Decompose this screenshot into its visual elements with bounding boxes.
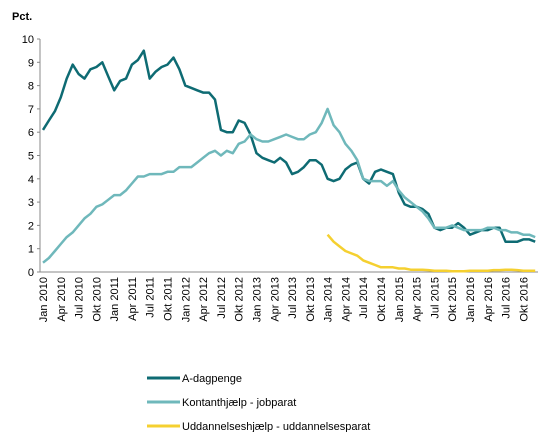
x-tick-label: Okt 2016 bbox=[518, 277, 530, 322]
x-tick-label: Jan 2016 bbox=[465, 277, 477, 322]
y-tick-label: 4 bbox=[28, 174, 34, 186]
x-tick-label: Apr 2013 bbox=[269, 277, 281, 322]
series-line bbox=[42, 107, 536, 264]
x-tick-label: Okt 2011 bbox=[163, 277, 175, 321]
y-tick-label: 5 bbox=[28, 151, 34, 163]
x-tick-label: Apr 2011 bbox=[127, 277, 139, 321]
series-line bbox=[326, 233, 536, 273]
x-tick-label: Okt 2013 bbox=[305, 277, 317, 322]
x-tick-label: Apr 2016 bbox=[483, 277, 495, 322]
x-tick-label: Okt 2010 bbox=[91, 277, 103, 322]
x-tick-label: Jul 2016 bbox=[501, 277, 513, 319]
y-tick-label: 0 bbox=[28, 267, 34, 279]
x-tick-label: Jul 2014 bbox=[358, 277, 370, 319]
x-tick-label: Apr 2014 bbox=[340, 277, 352, 322]
x-tick-label: Okt 2014 bbox=[376, 277, 388, 322]
x-tick-label: Jan 2015 bbox=[394, 277, 406, 322]
legend-label: Kontanthjælp - jobparat bbox=[182, 397, 296, 409]
y-tick-label: 1 bbox=[28, 244, 34, 256]
x-tick-label: Apr 2015 bbox=[412, 277, 424, 322]
legend-label: Uddannelseshjælp - uddannelsesparat bbox=[182, 421, 370, 432]
x-tick-label: Apr 2012 bbox=[198, 277, 210, 322]
x-tick-label: Jan 2012 bbox=[180, 277, 192, 322]
x-tick-label: Jul 2013 bbox=[287, 277, 299, 319]
x-tick-label: Jan 2013 bbox=[251, 277, 263, 322]
x-tick-label: Okt 2012 bbox=[234, 277, 246, 322]
x-tick-label: Jan 2010 bbox=[38, 277, 50, 322]
x-tick-label: Jan 2014 bbox=[323, 277, 335, 322]
x-tick-label: Jan 2011 bbox=[109, 277, 121, 321]
x-tick-label: Apr 2010 bbox=[56, 277, 68, 322]
y-tick-label: 2 bbox=[28, 220, 34, 232]
x-tick-label: Jul 2011 bbox=[145, 277, 157, 318]
x-tick-label: Jul 2010 bbox=[74, 277, 86, 319]
x-tick-label: Jul 2012 bbox=[216, 277, 228, 319]
y-tick-label: 6 bbox=[28, 127, 34, 139]
y-tick-label: 8 bbox=[28, 81, 34, 93]
y-tick-label: 9 bbox=[28, 57, 34, 69]
y-axis-label: Pct. bbox=[12, 11, 32, 23]
y-tick-label: 7 bbox=[28, 104, 34, 116]
y-tick-label: 3 bbox=[28, 197, 34, 209]
legend-label: A-dagpenge bbox=[182, 373, 242, 385]
series-line bbox=[41, 49, 536, 243]
x-tick-label: Okt 2015 bbox=[447, 277, 459, 322]
y-tick-label: 10 bbox=[22, 34, 34, 46]
x-tick-label: Jul 2015 bbox=[429, 277, 441, 319]
